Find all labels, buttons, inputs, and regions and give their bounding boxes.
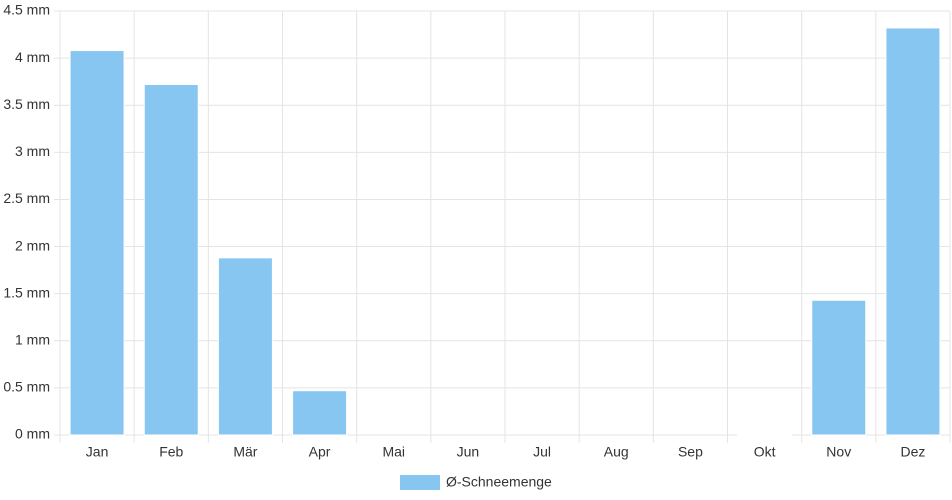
bar [885,27,941,436]
bar [217,257,273,436]
x-tick-label: Jan [86,444,109,460]
y-tick-label: 3.5 mm [3,96,50,112]
x-tick-label: Mai [382,444,405,460]
bar [811,299,867,436]
x-tick-label: Jul [533,444,551,460]
x-tick-label: Aug [604,444,629,460]
bar [292,390,348,436]
x-tick-label: Mär [233,444,257,460]
x-tick-label: Apr [309,444,331,460]
y-tick-label: 3 mm [15,143,50,159]
bar [143,83,199,436]
x-tick-label: Nov [826,444,851,460]
y-tick-label: 2.5 mm [3,190,50,206]
legend-label: Ø-Schneemenge [446,474,552,490]
legend-swatch [400,475,440,490]
x-tick-label: Feb [159,444,183,460]
y-tick-label: 0.5 mm [3,379,50,395]
x-tick-label: Okt [754,444,776,460]
y-tick-label: 2 mm [15,237,50,253]
bar [69,50,125,436]
x-tick-label: Jun [457,444,480,460]
y-tick-label: 1 mm [15,331,50,347]
y-tick-label: 4.5 mm [3,2,50,18]
x-tick-label: Sep [678,444,703,460]
y-tick-label: 0 mm [15,426,50,442]
x-tick-label: Dez [900,444,925,460]
y-tick-label: 4 mm [15,49,50,65]
y-tick-label: 1.5 mm [3,284,50,300]
bar [737,433,793,436]
